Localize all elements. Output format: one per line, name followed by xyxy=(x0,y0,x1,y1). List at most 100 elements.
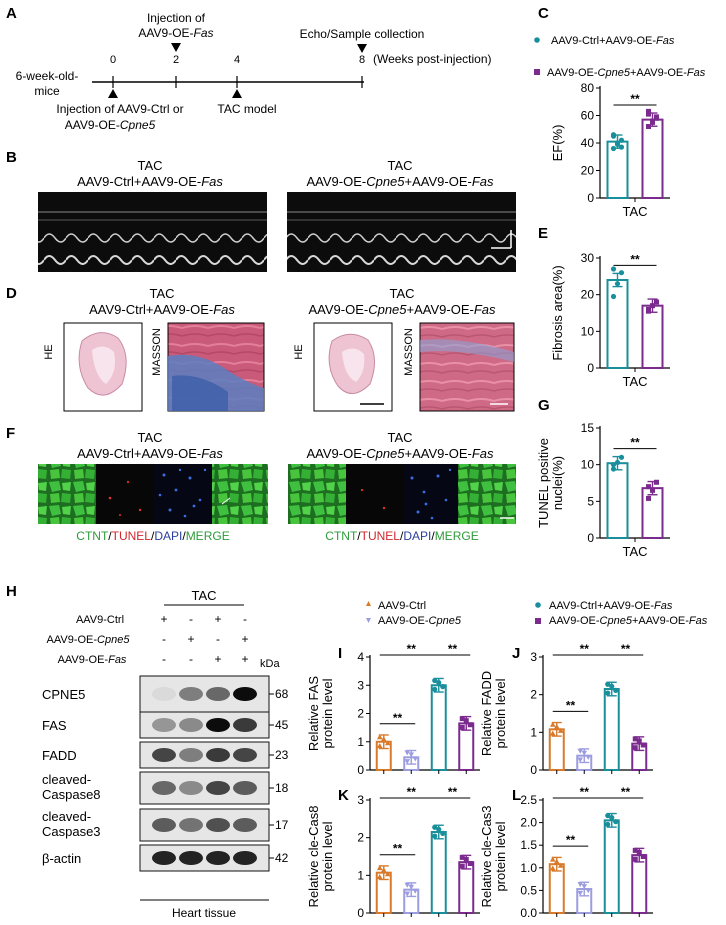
data-point xyxy=(412,756,419,762)
x-axis-label: TAC xyxy=(622,544,647,559)
data-point xyxy=(610,462,617,468)
b-left-group: AAV9-Ctrl+AAV9-OE-Fas xyxy=(77,174,223,189)
chart-c: 0 20 40 60 80 EF(%) TAC ** xyxy=(550,81,670,219)
data-point xyxy=(577,882,584,888)
treatment-sign: - xyxy=(216,632,220,646)
bar xyxy=(606,140,629,199)
blot-row-ctrl: AAV9-Ctrl xyxy=(76,614,124,626)
blot-band xyxy=(152,687,176,701)
y-tick-label: 60 xyxy=(581,109,595,123)
protein-name: cleaved- xyxy=(42,809,91,824)
heart-tissue-label: Heart tissue xyxy=(172,906,236,920)
data-point xyxy=(459,863,465,869)
treatment-sign: + xyxy=(241,632,248,646)
y-tick-label: 1 xyxy=(530,725,537,739)
f-left-tac: TAC xyxy=(137,430,162,445)
data-point xyxy=(632,847,638,853)
bar xyxy=(458,861,475,915)
legend-ctrl-fas: AAV9-Ctrl+AAV9-OE-Fas xyxy=(549,600,673,612)
panel-label-c: C xyxy=(538,5,549,22)
protein-name: FAS xyxy=(42,718,67,733)
d-left-group: AAV9-Ctrl+AAV9-OE-Fas xyxy=(89,302,235,317)
y-tick-label: 0.5 xyxy=(520,883,537,897)
bar xyxy=(631,854,648,914)
if-tunel-ctrl xyxy=(96,464,154,524)
if-ctnt-cpne5 xyxy=(288,464,346,524)
data-point xyxy=(404,759,411,765)
arrow-down-icon xyxy=(171,43,181,52)
y-tick-label: 2.0 xyxy=(520,816,537,830)
echo-label: Echo/Sample collection xyxy=(300,27,425,41)
significance-label: ** xyxy=(393,842,403,856)
y-axis-label: protein level xyxy=(320,678,335,748)
data-point xyxy=(650,118,655,124)
significance-label: ** xyxy=(448,642,458,656)
y-axis-label: Relative cle-Cas8 xyxy=(306,806,321,908)
y-axis-label: Fibrosis area(%) xyxy=(550,265,565,360)
data-point xyxy=(613,819,619,825)
protein-name: CPNE5 xyxy=(42,687,85,702)
chart-g: 0 5 10 15 TUNEL positive nuclei(%) TAC ** xyxy=(536,421,670,559)
data-point xyxy=(636,738,642,744)
blot-band xyxy=(233,748,257,762)
data-point xyxy=(553,858,560,864)
y-axis-label: EF(%) xyxy=(550,125,565,162)
if-dapi-cpne5 xyxy=(404,464,458,524)
protein-name: cleaved- xyxy=(42,772,91,787)
chart-j: 0 1 2 3 Relative FADD protein level ** ** ** xyxy=(479,642,653,777)
blot-band xyxy=(152,718,176,732)
blot-row-fas: AAV9-OE-Fas xyxy=(58,654,127,666)
injection-fas-line1: Injection of xyxy=(147,11,206,25)
data-point xyxy=(408,884,415,890)
blot-band xyxy=(152,818,176,832)
molecular-weight: 45 xyxy=(275,718,289,732)
weeks-label: (Weeks post-injection) xyxy=(373,52,492,66)
data-point xyxy=(384,740,391,746)
arrow-down-icon xyxy=(357,44,367,53)
y-tick-label: 15 xyxy=(581,421,595,435)
data-point xyxy=(609,815,615,821)
data-point xyxy=(613,687,619,693)
masson-image-cpne5 xyxy=(419,322,515,412)
data-point xyxy=(376,873,383,879)
data-point xyxy=(654,479,659,485)
b-right-tac: TAC xyxy=(387,158,412,173)
data-point xyxy=(408,752,415,758)
tunel-dots xyxy=(108,480,142,516)
y-tick-label: 0 xyxy=(587,531,594,545)
legend-marker-lavender xyxy=(366,618,371,623)
data-point xyxy=(610,132,617,138)
treatment-sign: - xyxy=(162,652,166,666)
panel-f: F TAC AAV9-Ctrl+AAV9-OE-Fas TAC AAV9-OE-… xyxy=(6,425,516,543)
molecular-weight: 68 xyxy=(275,687,289,701)
significance-label: ** xyxy=(621,642,631,656)
data-point xyxy=(577,757,584,763)
significance-label: ** xyxy=(580,785,590,799)
protein-name: β-actin xyxy=(42,851,81,866)
arrow-up-icon xyxy=(108,89,118,98)
significance-label: ** xyxy=(566,833,576,847)
y-tick-label: 1 xyxy=(357,868,364,882)
if-tunel-cpne5 xyxy=(346,464,404,524)
if-ctnt-ctrl xyxy=(38,464,96,524)
y-tick-label: 30 xyxy=(581,251,595,265)
tick-4: 4 xyxy=(234,54,240,66)
he-label: HE xyxy=(43,344,55,359)
data-point xyxy=(650,487,655,493)
data-point xyxy=(553,723,560,729)
blot-band xyxy=(233,781,257,795)
y-tick-label: 2.5 xyxy=(520,793,537,807)
legend-marker-teal xyxy=(534,37,540,43)
panel-label-h: H xyxy=(6,583,17,600)
panel-label-b: B xyxy=(6,149,17,166)
data-point xyxy=(557,862,564,868)
chart-i: 0 1 2 3 4 Relative FAS protein level ** ** ** xyxy=(306,642,480,777)
y-tick-label: 0 xyxy=(357,763,364,777)
significance-label: ** xyxy=(630,92,640,106)
data-point xyxy=(432,686,438,692)
data-point xyxy=(618,454,625,460)
injection-ctrl-line1: Injection of AAV9-Ctrl or xyxy=(56,102,183,116)
if-merge-cpne5 xyxy=(458,464,516,524)
y-tick-label: 0 xyxy=(530,763,537,777)
data-point xyxy=(549,730,556,736)
